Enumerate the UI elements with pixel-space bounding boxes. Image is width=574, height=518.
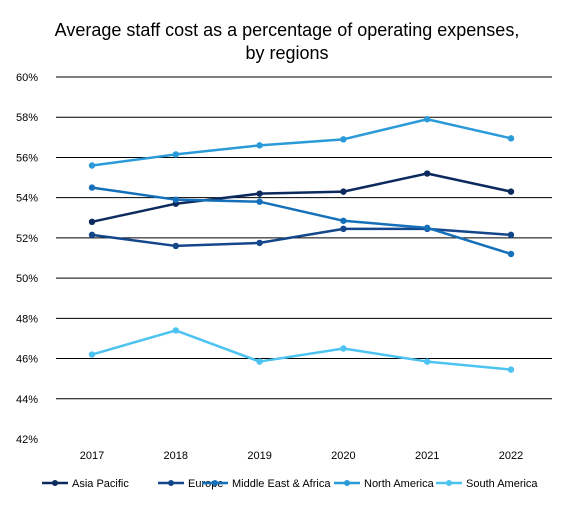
data-point (88, 184, 96, 191)
data-point (256, 190, 263, 197)
data-point (340, 217, 347, 224)
data-point (424, 116, 431, 123)
data-point (507, 188, 515, 195)
legend-item: Middle East & Africa (202, 478, 331, 490)
chart-title-line: Average staff cost as a percentage of op… (55, 20, 520, 40)
series-middle-east-africa (88, 184, 515, 258)
y-tick-label: 54% (16, 193, 38, 205)
data-point (507, 135, 515, 142)
data-point (256, 198, 263, 205)
data-point (256, 239, 263, 247)
gridlines (56, 76, 552, 400)
x-tick-label: 2017 (80, 450, 104, 462)
series-north-america (88, 116, 515, 169)
data-point (340, 225, 347, 233)
series-europe (88, 225, 515, 250)
series-line (91, 329, 512, 371)
data-point (340, 188, 347, 195)
x-tick-label: 2020 (331, 450, 355, 462)
y-tick-label: 60% (16, 72, 38, 84)
legend-label: Middle East & Africa (232, 478, 331, 490)
series-line (91, 227, 512, 248)
y-tick-label: 58% (16, 112, 38, 124)
data-point (507, 231, 515, 239)
legend-marker (212, 480, 218, 486)
x-tick-label: 2022 (499, 450, 523, 462)
series-line (91, 117, 512, 167)
legend-marker (52, 480, 58, 486)
data-point (172, 151, 179, 158)
data-point (424, 224, 431, 232)
y-axis-tick-labels: 42% 44% 46% 48% 50% 52% 54% 56% 58% 60% (16, 72, 38, 446)
data-point (507, 366, 515, 373)
y-tick-label: 48% (16, 313, 38, 325)
series-south-america (88, 327, 515, 373)
x-tick-label: 2018 (164, 450, 188, 462)
legend-marker (446, 480, 452, 486)
data-point (88, 218, 96, 225)
data-point (88, 162, 96, 169)
data-point (424, 170, 431, 177)
y-tick-label: 42% (16, 434, 38, 446)
series-lines (88, 116, 515, 373)
series-line (91, 172, 512, 224)
legend-item: Asia Pacific (42, 478, 129, 490)
data-point (340, 136, 347, 143)
data-point (88, 351, 96, 358)
series-line (91, 186, 512, 256)
legend: Asia PacificEuropeMiddle East & AfricaNo… (42, 478, 538, 490)
y-tick-label: 56% (16, 152, 38, 164)
legend-marker (168, 480, 174, 486)
y-tick-label: 52% (16, 233, 38, 245)
data-point (424, 358, 431, 365)
legend-label: South America (466, 478, 538, 490)
data-point (256, 142, 263, 149)
x-tick-label: 2019 (247, 450, 271, 462)
data-point (507, 250, 515, 258)
x-tick-label: 2021 (415, 450, 439, 462)
legend-item: North America (334, 478, 435, 490)
chart-title: Average staff cost as a percentage of op… (55, 20, 520, 63)
data-point (172, 196, 179, 203)
legend-item: South America (436, 478, 538, 490)
data-point (340, 345, 347, 352)
legend-label: Asia Pacific (72, 478, 129, 490)
data-point (256, 358, 263, 365)
data-point (88, 231, 96, 239)
y-tick-label: 44% (16, 394, 38, 406)
y-tick-label: 46% (16, 354, 38, 366)
y-tick-label: 50% (16, 273, 38, 285)
legend-marker (344, 480, 350, 486)
x-axis-tick-labels: 2017 2018 2019 2020 2021 2022 (80, 450, 523, 462)
data-point (172, 242, 179, 250)
data-point (172, 327, 179, 334)
legend-label: North America (364, 478, 435, 490)
chart-title-line: by regions (245, 43, 328, 63)
